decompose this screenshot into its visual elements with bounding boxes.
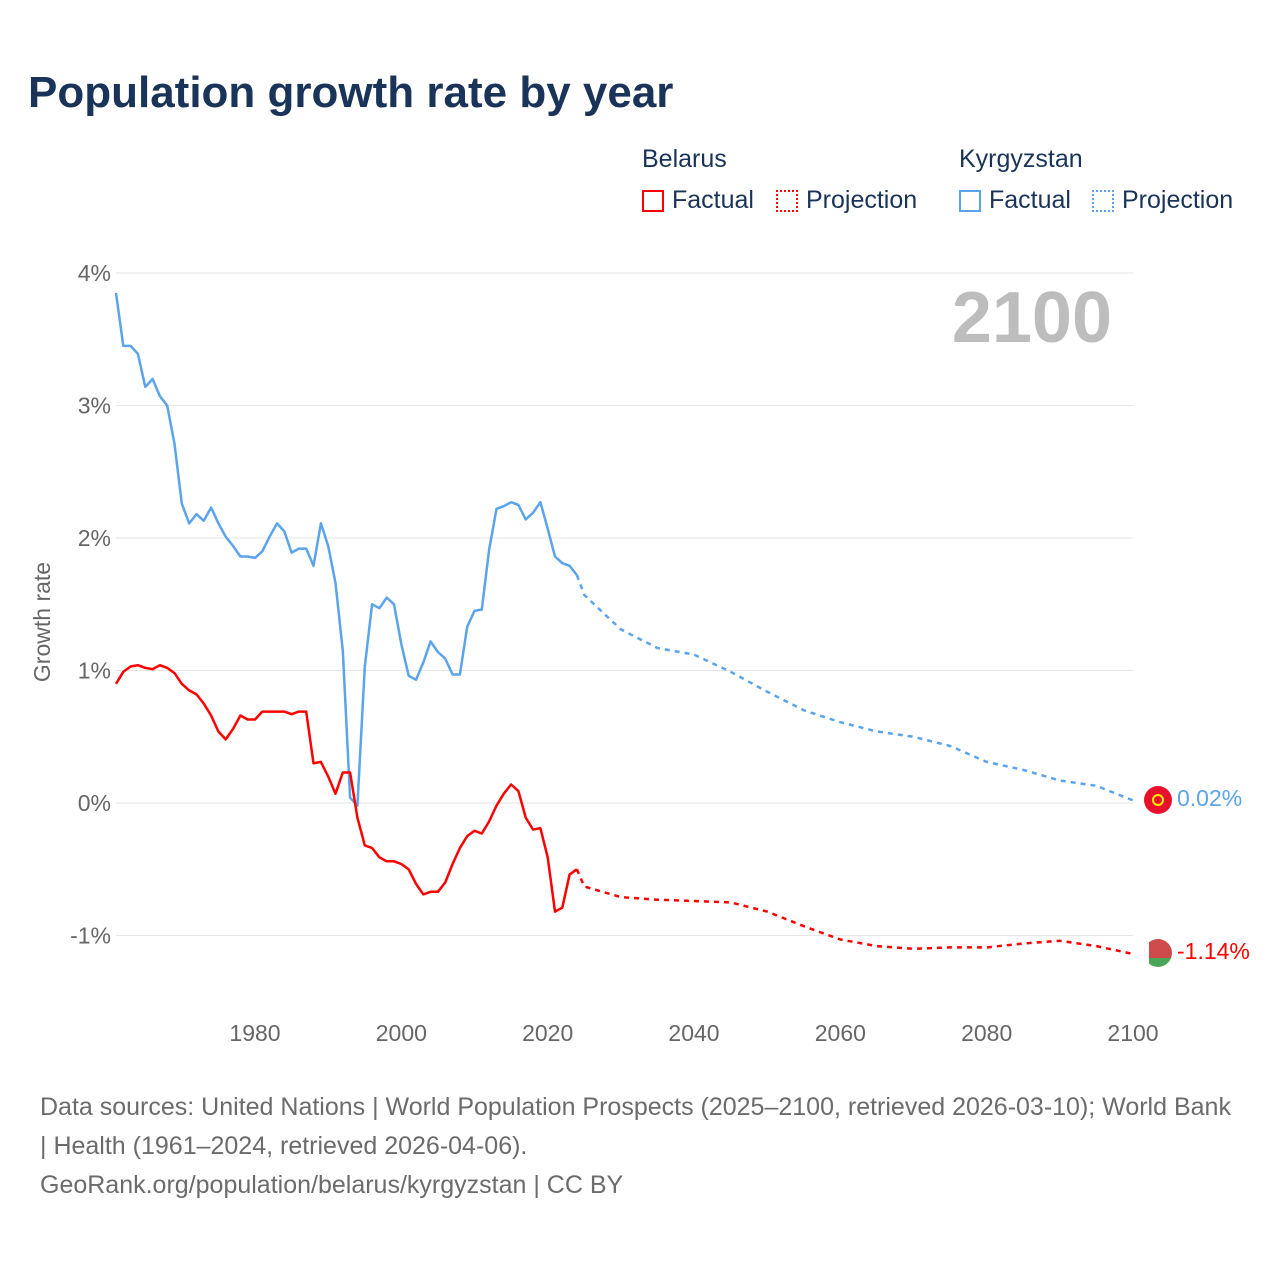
- x-tick-label: 2000: [376, 1020, 427, 1046]
- legend-label: Factual: [989, 186, 1071, 214]
- legend-belarus-projection[interactable]: Projection: [776, 186, 917, 215]
- y-tick-label: 3%: [78, 393, 111, 419]
- legend-swatch: [959, 190, 981, 212]
- kyrgyzstan-factual-line: [114, 292, 578, 807]
- legend-kyrgyzstan-projection[interactable]: Projection: [1092, 186, 1233, 215]
- x-tick-label: 2020: [522, 1020, 573, 1046]
- chart-title: Population growth rate by year: [28, 68, 674, 117]
- legend-kyrgyzstan-factual[interactable]: Factual: [959, 186, 1071, 215]
- year-watermark: 2100: [952, 278, 1112, 358]
- kyrgyzstan-projection-line: [575, 574, 1134, 802]
- legend-label: Factual: [672, 186, 754, 214]
- legend-belarus-heading: Belarus: [642, 145, 727, 173]
- x-tick-label: 2080: [961, 1020, 1012, 1046]
- y-tick-label: 4%: [78, 260, 111, 286]
- kyrgyzstan-flag-icon: [1144, 786, 1172, 814]
- legend-belarus-factual[interactable]: Factual: [642, 186, 754, 215]
- legend-swatch: [642, 190, 664, 212]
- y-tick-label: 1%: [78, 658, 111, 684]
- y-tick-label: 0%: [78, 790, 111, 816]
- kyrgyzstan-end-label: 0.02%: [1177, 785, 1242, 811]
- y-axis-label: Growth rate: [29, 562, 55, 682]
- legend-label: Projection: [806, 186, 918, 214]
- x-tick-label: 1980: [229, 1020, 280, 1046]
- y-tick-label: 2%: [78, 525, 111, 551]
- belarus-factual-line: [114, 663, 578, 913]
- credit-link[interactable]: GeoRank.org/population/belarus/kyrgyzsta…: [40, 1171, 624, 1199]
- x-tick-label: 2060: [815, 1020, 866, 1046]
- belarus-projection-line: [575, 868, 1134, 956]
- legend-label: Projection: [1122, 186, 1234, 214]
- x-tick-label: 2040: [668, 1020, 719, 1046]
- footer: Data sources: United Nations | World Pop…: [40, 1088, 1240, 1205]
- belarus-flag-icon: [1144, 939, 1172, 967]
- legend-swatch: [776, 190, 798, 212]
- data-sources: Data sources: United Nations | World Pop…: [40, 1093, 1231, 1160]
- legend-kyrgyzstan-heading: Kyrgyzstan: [959, 145, 1083, 173]
- legend-swatch: [1092, 190, 1114, 212]
- x-tick-label: 2100: [1107, 1020, 1158, 1046]
- belarus-end-label: -1.14%: [1177, 938, 1250, 964]
- y-tick-label: -1%: [70, 923, 111, 949]
